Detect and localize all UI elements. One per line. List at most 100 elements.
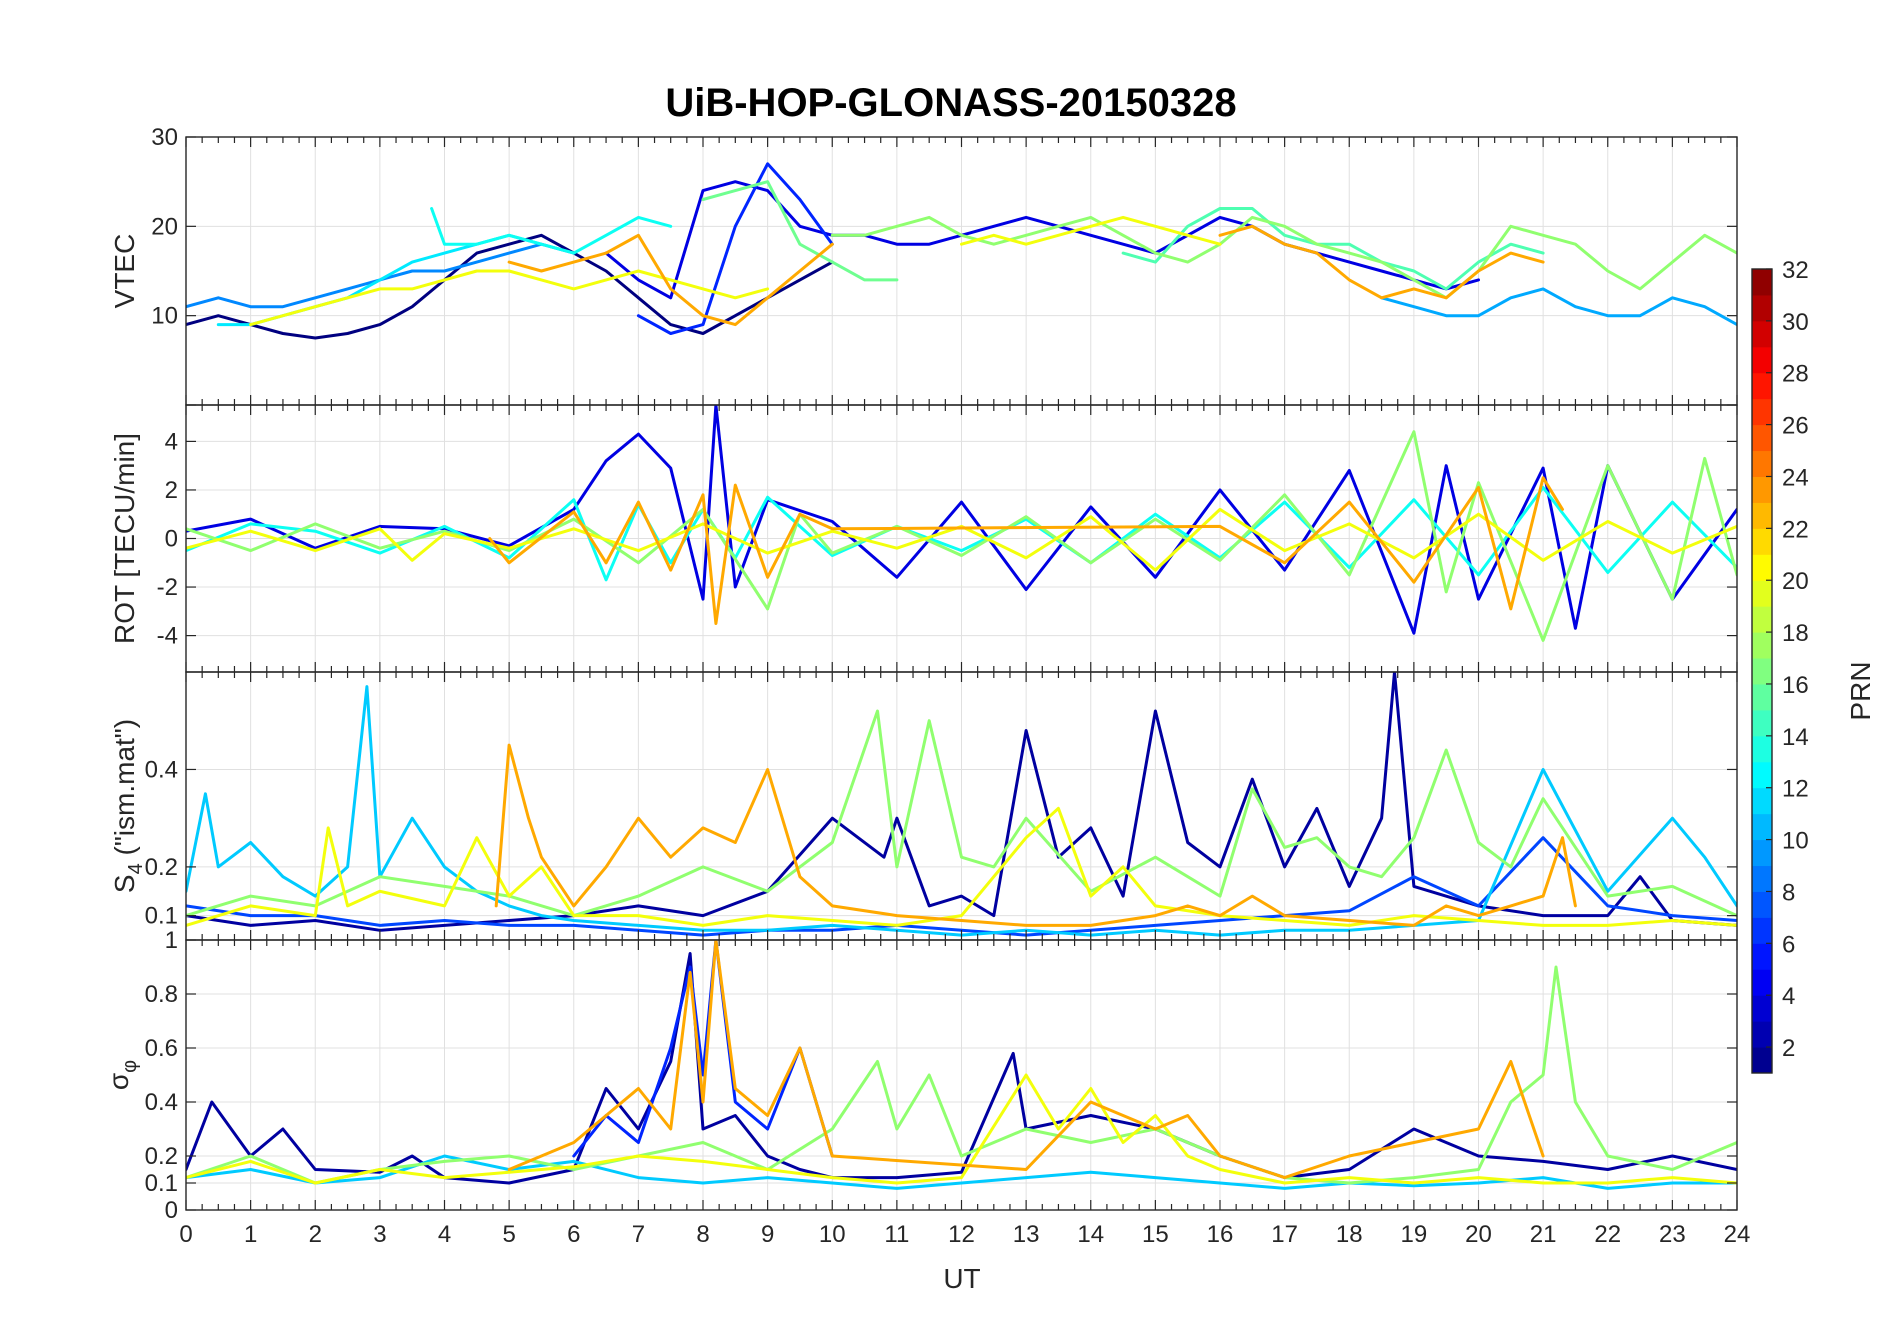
trace-prn-11 [186,685,1737,937]
colorbar-segment [1752,761,1772,789]
trace-prn-6 [572,940,834,1158]
y-tick-label: 0.4 [145,1089,178,1116]
y-tick-label: 0.2 [145,1143,178,1170]
colorbar-segment [1752,1021,1772,1048]
x-tick-label: 7 [632,1221,645,1248]
trace-prn-11 [186,1154,1737,1190]
trace-prn-10 [1380,287,1737,327]
x-tick-label: 17 [1271,1221,1298,1248]
x-tick-label: 0 [179,1221,192,1248]
x-tick-label: 1 [244,1221,257,1248]
y-axis-label-main: S [109,874,140,893]
y-tick-label: 0 [165,1197,178,1224]
trace-prn-20 [186,507,1737,572]
trace-prn-4 [186,405,1737,635]
x-tick-label: 10 [819,1221,846,1248]
y-axis-label-sub: 4 [125,863,147,874]
y-axis-label: VTEC [109,234,140,309]
y-axis-label: ROT [TECU/min] [109,433,140,644]
colorbar-segment [1752,476,1772,503]
x-tick-label: 9 [761,1221,774,1248]
colorbar-segment [1752,995,1772,1022]
x-tick-label: 6 [567,1221,580,1248]
colorbar-segment [1752,269,1772,296]
colorbar-segment [1752,969,1772,996]
y-tick-label: 20 [151,213,178,240]
colorbar-segment [1752,528,1772,555]
colorbar-tick-label: 30 [1782,309,1809,336]
panel-s4: 0.10.20.4S4 ("ism.mat") [109,671,1738,941]
y-tick-label: 1 [165,927,178,954]
colorbar-segment [1752,735,1772,763]
colorbar-tick-label: 2 [1782,1035,1795,1062]
colorbar-tick-label: 28 [1782,361,1809,388]
trace-prn-13 [430,207,673,255]
trace-prn-20 [186,806,1737,927]
colorbar-tick-label: 6 [1782,931,1795,958]
figure-title: UiB-HOP-GLONASS-20150328 [665,81,1236,125]
colorbar-segment [1752,346,1772,374]
trace-prn-15 [1121,207,1545,291]
colorbar-tick-label: 16 [1782,672,1809,699]
colorbar-tick-label: 26 [1782,413,1809,440]
trace-prn-17 [186,965,1737,1185]
colorbar-segment [1752,1047,1772,1074]
trace-prn-6 [636,162,834,335]
y-tick-label: 0.1 [145,903,178,930]
traces [186,940,1737,1190]
colorbar-segment [1752,658,1772,685]
colorbar-segment [1752,787,1772,815]
trace-prn-16 [701,180,899,282]
colorbar-segment [1752,813,1772,841]
x-tick-label: 13 [1013,1221,1040,1248]
colorbar-segment [1752,891,1772,918]
y-tick-label: -4 [157,623,178,650]
colorbar-frame [1751,268,1773,1074]
colorbar-tick-label: 14 [1782,724,1809,751]
trace-prn-17 [186,709,1737,918]
y-tick-label: 2 [165,477,178,504]
y-tick-label: 30 [151,124,178,151]
y-tick-label: 0 [165,526,178,553]
y-axis-label: σφ [103,1060,141,1090]
y-tick-label: 10 [151,303,178,330]
x-tick-label: 14 [1077,1221,1104,1248]
colorbar-segment [1752,943,1772,970]
x-tick-label: 12 [948,1221,975,1248]
y-tick-label: 0.4 [145,756,178,783]
colorbar-segment [1752,502,1772,529]
colorbar-tick-label: 12 [1782,776,1809,803]
colorbar-segment [1752,372,1772,400]
x-tick-label: 11 [884,1221,909,1248]
x-tick-label: 2 [309,1221,322,1248]
colorbar-segment [1752,709,1772,737]
x-tick-label: 16 [1207,1221,1234,1248]
colorbar-segment [1752,398,1772,426]
x-tick-label: 21 [1530,1221,1557,1248]
trace-prn-23 [507,940,1545,1180]
x-axis-label: UT [943,1263,980,1294]
trace-prn-23 [494,743,1577,927]
x-tick-label: 5 [502,1221,515,1248]
trace-prn-20 [249,269,770,327]
x-tick-label: 19 [1401,1221,1428,1248]
colorbar-segment [1752,839,1772,867]
x-tick-label: 15 [1142,1221,1169,1248]
colorbar-segment [1752,580,1772,607]
x-tick-label: 20 [1465,1221,1492,1248]
trace-prn-23 [1218,224,1545,300]
colorbar-segment [1752,917,1772,944]
trace-prn-23 [488,476,1564,625]
colorbar-segment [1752,606,1772,633]
colorbar-segment [1752,865,1772,892]
colorbar-segment [1752,424,1772,452]
colorbar-segment [1752,450,1772,477]
x-tick-label: 18 [1336,1221,1363,1248]
colorbar-tick-label: 10 [1782,828,1809,855]
colorbar-segment [1752,683,1772,711]
